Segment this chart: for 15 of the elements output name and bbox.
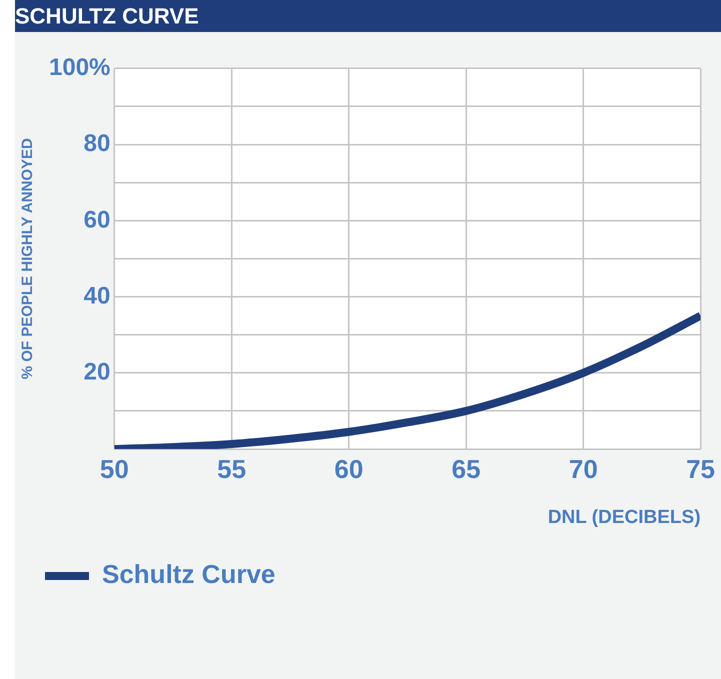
y-tick-label: 20	[84, 358, 110, 386]
y-tick-label: 60	[84, 206, 110, 234]
y-tick-label: 80	[84, 130, 110, 158]
chart-title: SCHULTZ CURVE	[15, 3, 199, 28]
x-tick-label: 50	[100, 454, 129, 484]
y-axis-title: % OF PEOPLE HIGHLY ANNOYED	[19, 138, 36, 380]
x-tick-label: 65	[452, 454, 481, 484]
legend-label: Schultz Curve	[102, 559, 276, 590]
x-tick-label: 70	[568, 454, 598, 484]
y-tick-label: 100%	[48, 54, 110, 82]
x-tick-label: 60	[334, 454, 364, 484]
y-tick-label: 40	[84, 282, 110, 310]
x-axis-title: DNL (DECIBELS)	[548, 506, 701, 528]
x-tick-label: 75	[686, 454, 715, 484]
x-tick-label: 55	[217, 454, 246, 484]
